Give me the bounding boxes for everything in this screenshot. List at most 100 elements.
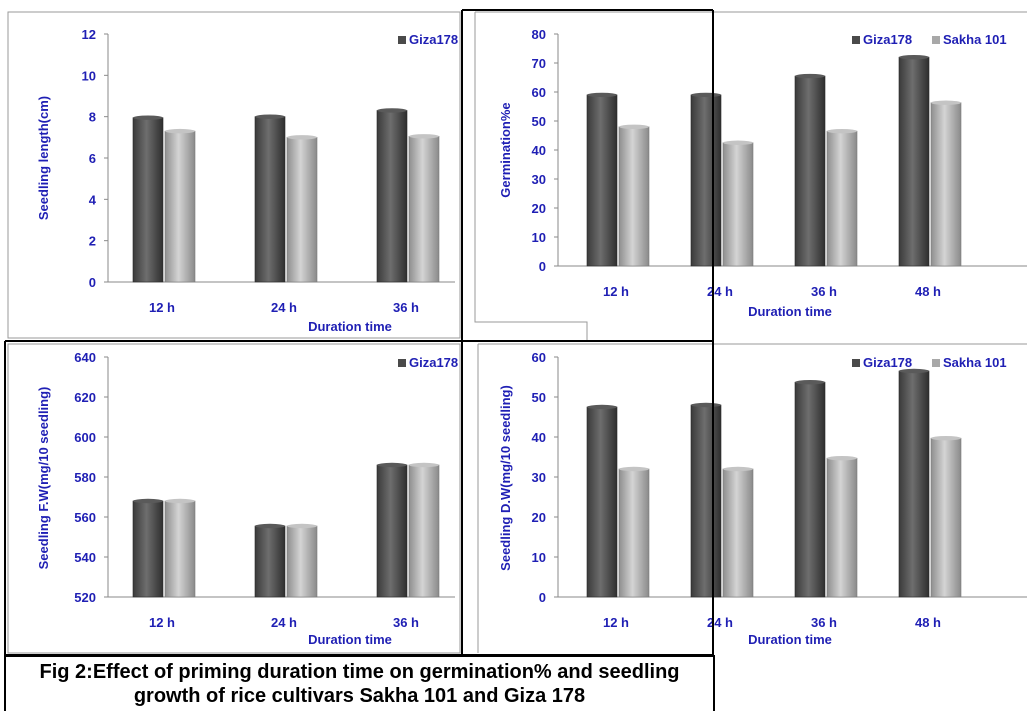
legend-label: Giza178 <box>863 32 912 47</box>
bar-light-1 <box>618 468 650 598</box>
x-tick-label: 36 h <box>393 615 419 630</box>
bar-dark-1 <box>132 117 164 283</box>
y-tick-label: 8 <box>89 110 96 125</box>
bar-dark-1 <box>132 500 164 598</box>
legend-label: Giza178 <box>409 32 458 47</box>
y-tick-label: 30 <box>532 470 546 485</box>
legend-swatch <box>398 36 406 44</box>
legend-label: Giza178 <box>863 355 912 370</box>
bar-dark-2 <box>690 404 722 598</box>
x-axis-label: Duration time <box>748 304 832 319</box>
bar-cap <box>287 523 317 529</box>
x-axis-label: Duration time <box>308 632 392 647</box>
chart-2: 0 10 20 30 40 50 60 70 80 12 h 24 h 36 h 48 h Duratio… <box>498 27 1027 319</box>
y-tick-label: 60 <box>532 85 546 100</box>
bar-dark-2 <box>254 116 286 283</box>
x-tick-label: 24 h <box>271 615 297 630</box>
bar-cap <box>899 55 929 60</box>
x-tick-label: 12 h <box>149 615 175 630</box>
y-tick-label: 40 <box>532 430 546 445</box>
panel-frame-3 <box>7 343 461 654</box>
y-tick-label: 10 <box>532 550 546 565</box>
x-tick-label: 12 h <box>149 300 175 315</box>
bar-light-1 <box>164 500 196 598</box>
bar-light-4 <box>930 102 962 267</box>
bar-cap <box>931 436 961 441</box>
y-tick-label: 70 <box>532 56 546 71</box>
bar-cap <box>827 456 857 461</box>
caption-line-1: Fig 2:Effect of priming duration time on… <box>39 661 680 683</box>
bar-cap <box>287 135 317 140</box>
bar-dark-1 <box>586 406 618 598</box>
x-tick-label: 12 h <box>603 284 629 299</box>
legend-label: Giza178 <box>409 355 458 370</box>
y-tick-label: 6 <box>89 151 96 166</box>
y-tick-label: 0 <box>539 590 546 605</box>
bar-cap <box>931 100 961 105</box>
y-tick-label: 0 <box>89 275 96 290</box>
caption-line-2: growth of rice cultivars Sakha 101 and G… <box>133 685 586 707</box>
bar-cap <box>255 523 285 529</box>
chart-3: 520 540 560 580 600 620 640 12 h 24 h 36 hDuratio… <box>36 350 458 647</box>
y-tick-label: 620 <box>74 390 96 405</box>
y-tick-label: 580 <box>74 470 96 485</box>
x-tick-label: 24 h <box>707 615 733 630</box>
bar-light-2 <box>286 137 318 283</box>
bar-cap <box>255 114 285 119</box>
y-tick-label: 10 <box>82 68 96 83</box>
x-tick-label: 48 h <box>915 615 941 630</box>
bar-cap <box>409 462 439 468</box>
bar-light-3 <box>408 136 440 283</box>
y-tick-label: 2 <box>89 234 96 249</box>
x-tick-label: 36 h <box>811 615 837 630</box>
legend-swatch <box>932 36 940 44</box>
bar-cap <box>133 498 163 504</box>
legend-swatch <box>852 359 860 367</box>
bar-cap <box>619 466 649 472</box>
y-tick-label: 30 <box>532 172 546 187</box>
x-tick-label: 36 h <box>393 300 419 315</box>
y-tick-label: 40 <box>532 143 546 158</box>
y-tick-label: 520 <box>74 590 96 605</box>
bar-light-3 <box>826 130 858 267</box>
legend-label: Sakha 101 <box>943 355 1007 370</box>
y-tick-label: 20 <box>532 510 546 525</box>
y-axis-label: Germination%e <box>498 102 513 197</box>
bar-dark-3 <box>376 464 408 598</box>
panel-frame-1 <box>7 11 461 339</box>
bar-light-4 <box>930 437 962 598</box>
y-tick-label: 20 <box>532 201 546 216</box>
bar-cap <box>827 128 857 134</box>
y-tick-label: 4 <box>89 192 97 207</box>
bar-light-3 <box>408 464 440 598</box>
bar-light-1 <box>164 130 196 283</box>
x-tick-label: 24 h <box>271 300 297 315</box>
bar-dark-3 <box>794 381 826 598</box>
bar-cap <box>795 73 825 79</box>
bar-dark-4 <box>898 56 930 267</box>
bar-cap <box>377 108 407 113</box>
bar-cap <box>723 466 753 472</box>
y-tick-label: 12 <box>82 27 96 42</box>
y-axis-label: Seedling length(cm) <box>36 96 51 220</box>
bar-light-1 <box>618 126 650 267</box>
y-tick-label: 540 <box>74 550 96 565</box>
bar-light-3 <box>826 457 858 598</box>
figure-caption: Fig 2:Effect of priming duration time on… <box>4 655 715 711</box>
bar-dark-2 <box>254 525 286 598</box>
chart-4: 0 10 20 30 40 50 60 12 h 24 h 36 h 48 h Duration ti… <box>498 350 1027 647</box>
x-tick-label: 48 h <box>915 284 941 299</box>
bar-cap <box>165 128 195 134</box>
y-tick-label: 80 <box>532 27 546 42</box>
y-tick-label: 10 <box>532 230 546 245</box>
y-axis-label: Seedling F.W(mg/10 seedling) <box>36 387 51 570</box>
bar-cap <box>691 92 721 98</box>
legend-swatch <box>398 359 406 367</box>
x-tick-label: 36 h <box>811 284 837 299</box>
y-tick-label: 0 <box>539 259 546 274</box>
bar-light-2 <box>722 468 754 598</box>
bar-cap <box>899 368 929 374</box>
x-axis-label: Duration time <box>308 319 392 334</box>
bar-cap <box>619 124 649 129</box>
